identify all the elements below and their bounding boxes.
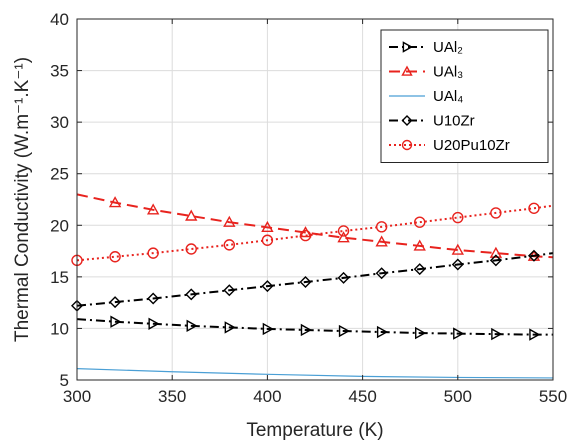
data-point — [451, 258, 464, 271]
series-layer — [71, 193, 554, 379]
data-point — [375, 235, 388, 247]
data-point — [261, 280, 274, 293]
data-point — [261, 234, 274, 246]
y-tick-label: 25 — [50, 165, 69, 184]
legend-item-u10zr: U10Zr — [389, 113, 475, 130]
data-point — [147, 292, 160, 305]
data-point — [490, 207, 502, 219]
x-tick-label: 500 — [444, 387, 472, 406]
data-point — [185, 209, 198, 221]
data-point — [337, 225, 350, 237]
legend-label: U10Zr — [433, 113, 475, 130]
y-tick-label: 15 — [50, 268, 69, 287]
data-point — [451, 243, 464, 255]
tick-labels: 300 350 400 450 500 550 5 10 15 20 25 30 35 40 — [50, 10, 567, 406]
x-axis-title: Temperature (K) — [246, 420, 383, 441]
data-point — [452, 211, 464, 224]
data-point — [299, 276, 312, 289]
data-point — [146, 203, 160, 215]
data-point — [109, 251, 121, 263]
data-point — [299, 229, 312, 242]
data-point — [262, 322, 274, 336]
legend-label: U20Pu10Zr — [433, 137, 510, 154]
x-tick-label: 350 — [158, 387, 186, 406]
legend-label: UAl₄ — [433, 88, 463, 105]
data-point — [110, 315, 122, 328]
series-u10zr — [71, 249, 554, 312]
data-point — [185, 288, 198, 301]
data-point — [337, 231, 350, 243]
data-point — [185, 243, 197, 255]
legend-item-u20pu10zr: U20Pu10Zr — [389, 137, 510, 154]
x-tick-label: 450 — [348, 387, 376, 406]
data-point — [186, 319, 198, 333]
data-point — [223, 239, 236, 251]
data-point — [261, 220, 274, 233]
data-point — [489, 254, 502, 267]
data-point — [453, 327, 465, 340]
data-point — [223, 215, 236, 227]
y-tick-label: 30 — [50, 113, 69, 132]
x-tick-label: 300 — [63, 387, 91, 406]
data-point — [401, 65, 413, 76]
data-point — [338, 324, 351, 338]
data-point — [415, 326, 427, 340]
data-point — [300, 323, 312, 337]
data-point — [491, 327, 503, 341]
data-point — [413, 239, 426, 251]
data-point — [528, 202, 540, 214]
plot-frame — [76, 18, 554, 381]
y-axis-title: Thermal Conductivity (W.m⁻¹.K⁻¹) — [12, 57, 33, 342]
series-line — [76, 193, 554, 259]
legend: UAl₂ UAl₃ UAl₄ U10Zr U20Pu10Zr — [380, 29, 549, 163]
data-point — [147, 247, 159, 259]
data-point — [489, 246, 503, 258]
axes — [76, 18, 554, 381]
y-tick-label: 40 — [50, 10, 69, 29]
y-tick-label: 5 — [60, 371, 69, 390]
data-point — [223, 284, 236, 297]
data-point — [529, 328, 541, 341]
data-point — [414, 216, 426, 228]
y-tick-label: 35 — [50, 62, 69, 81]
series-line — [76, 368, 554, 379]
series-line — [76, 252, 554, 307]
data-point — [109, 296, 122, 309]
x-tick-label: 400 — [253, 387, 281, 406]
data-point — [337, 271, 350, 284]
data-point — [527, 249, 540, 262]
y-tick-label: 20 — [50, 216, 69, 235]
data-point — [376, 325, 389, 339]
series-ual — [76, 368, 554, 379]
data-point — [401, 115, 413, 126]
legend-label: UAl₃ — [433, 64, 463, 81]
data-point — [413, 263, 426, 276]
series-ual — [76, 315, 553, 341]
data-point — [401, 139, 413, 151]
legend-item-ual: UAl₂ — [389, 39, 463, 56]
data-point — [402, 41, 413, 53]
series-u20pu10zr — [71, 202, 554, 267]
legend-item-ual: UAl₃ — [389, 64, 463, 81]
x-tick-label: 550 — [539, 387, 567, 406]
data-point — [375, 267, 388, 280]
series-line — [76, 318, 553, 336]
data-point — [148, 317, 160, 330]
y-tick-label: 10 — [50, 319, 69, 338]
legend-item-ual: UAl₄ — [389, 88, 463, 105]
legend-label: UAl₂ — [433, 39, 463, 56]
data-point — [224, 321, 236, 334]
data-point — [108, 196, 122, 208]
data-point — [375, 221, 388, 233]
series-line — [76, 204, 554, 262]
